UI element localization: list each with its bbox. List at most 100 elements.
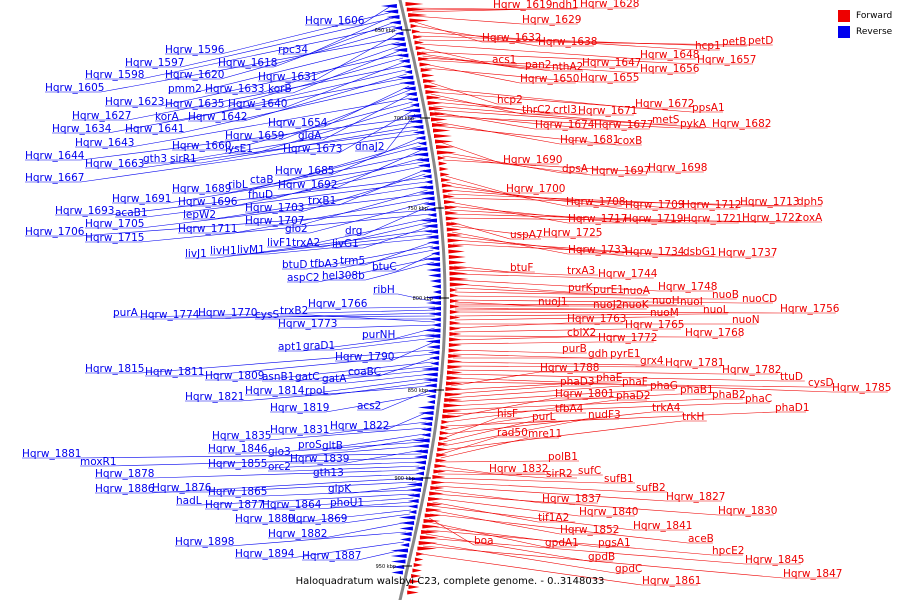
reverse-gene-arrow [406, 488, 421, 492]
forward-gene-arrow [449, 260, 467, 265]
forward-gene-arrow [438, 442, 449, 446]
label-connector [213, 185, 427, 220]
forward-gene-arrow [430, 486, 445, 490]
label-connector [302, 333, 435, 352]
forward-gene-arrow [446, 381, 463, 386]
forward-gene-label: Hqrw_1765 [625, 319, 684, 331]
label-connector [418, 39, 749, 46]
reverse-gene-arrow [405, 114, 422, 118]
forward-gene-arrow [417, 51, 428, 56]
forward-gene-label: hcp1 [695, 40, 721, 52]
forward-gene-arrow [448, 348, 463, 353]
forward-gene-label: mre11 [528, 428, 562, 440]
label-connector [450, 217, 798, 223]
label-connector [431, 97, 554, 115]
reverse-gene-label: Hqrw_1627 [72, 110, 131, 122]
reverse-gene-arrow [401, 64, 411, 69]
forward-gene-arrow [441, 183, 453, 188]
reverse-gene-arrow [395, 53, 409, 58]
forward-gene-label: purE1 [593, 284, 624, 296]
label-connector [422, 57, 583, 68]
forward-gene-label: Hqrw_1827 [666, 491, 725, 503]
label-connector [454, 328, 626, 333]
forward-gene-arrow [407, 590, 419, 595]
label-connector [443, 159, 649, 173]
reverse-gene-label: rpc34 [278, 44, 308, 56]
label-connector [227, 153, 423, 194]
label-connector [333, 337, 435, 351]
reverse-gene-label: trxA2 [292, 237, 320, 249]
forward-gene-arrow [429, 491, 444, 496]
reverse-gene-label: btuD [282, 259, 308, 271]
reverse-gene-label: gatC [295, 371, 320, 383]
reverse-gene-label: Hqrw_1707 [245, 215, 304, 227]
label-connector [423, 59, 641, 74]
forward-gene-label: phaD3 [560, 376, 595, 388]
forward-gene-arrow [439, 167, 449, 171]
label-connector [435, 115, 681, 129]
label-connector [140, 25, 396, 80]
reverse-gene-arrow [414, 460, 426, 465]
forward-gene-arrow [450, 304, 460, 309]
label-connector [448, 201, 569, 224]
label-connector [130, 97, 412, 148]
reverse-gene-label: Hqrw_1814 [245, 385, 305, 397]
forward-gene-arrow [421, 530, 440, 534]
reverse-gene-label: proS [298, 439, 322, 451]
reverse-gene-arrow [407, 119, 423, 124]
forward-gene-label: Hqrw_1788 [540, 362, 599, 374]
label-connector [381, 389, 431, 411]
reverse-gene-label: livG1 [332, 238, 359, 250]
forward-gene-arrow [409, 579, 421, 584]
legend-reverse: Reverse [838, 24, 892, 40]
reverse-gene-label: purNH [362, 329, 395, 341]
forward-gene-label: dpsA [562, 163, 589, 175]
reverse-gene-label: Hqrw_1606 [305, 15, 365, 27]
reverse-gene-arrow [427, 240, 439, 245]
reverse-gene-label: dnaJ2 [355, 141, 385, 153]
forward-gene-arrow [436, 145, 455, 149]
forward-gene-label: Hqrw_1737 [718, 247, 777, 259]
label-connector [220, 57, 404, 109]
label-connector [451, 377, 833, 393]
forward-gene-arrow [419, 62, 431, 67]
forward-gene-arrow [447, 359, 463, 364]
reverse-gene-arrow [383, 9, 399, 14]
forward-gene-label: Hqrw_1677 [594, 119, 653, 131]
forward-gene-arrow [437, 156, 446, 160]
forward-gene-arrow [425, 90, 440, 94]
reverse-gene-label: aspC2 [287, 272, 320, 284]
forward-gene-arrow [416, 552, 425, 556]
reverse-gene-arrow [429, 356, 440, 360]
label-connector [435, 485, 667, 502]
label-connector [421, 51, 698, 65]
label-connector [200, 353, 434, 377]
reverse-gene-label: Hqrw_1839 [290, 453, 349, 465]
label-connector [343, 473, 418, 478]
forward-gene-label: Hqrw_1719 [624, 213, 683, 225]
label-connector [454, 269, 568, 276]
label-connector [449, 385, 623, 399]
forward-gene-arrow [428, 106, 445, 111]
reverse-gene-label: Hqrw_1715 [85, 232, 144, 244]
label-connector [417, 35, 723, 47]
forward-gene-label: gpdB [588, 551, 615, 563]
forward-gene-arrow [444, 392, 463, 397]
forward-gene-label: Hqrw_1629 [522, 14, 581, 26]
label-connector [443, 417, 498, 439]
label-connector [454, 336, 568, 341]
label-connector [434, 113, 595, 130]
reverse-gene-label: Hqrw_1706 [25, 226, 85, 238]
reverse-gene-arrow [402, 108, 421, 113]
label-connector [240, 385, 431, 402]
label-connector [447, 402, 746, 415]
forward-gene-label: phaF [622, 376, 648, 388]
label-connector [447, 189, 683, 210]
forward-gene-label: Hqrw_1721 [683, 213, 742, 225]
forward-gene-label: sufB2 [636, 482, 666, 494]
forward-gene-arrow [442, 409, 462, 413]
reverse-gene-arrow [421, 196, 435, 201]
reverse-gene-label: Hqrw_1705 [85, 218, 144, 230]
reverse-gene-arrow [390, 554, 407, 558]
